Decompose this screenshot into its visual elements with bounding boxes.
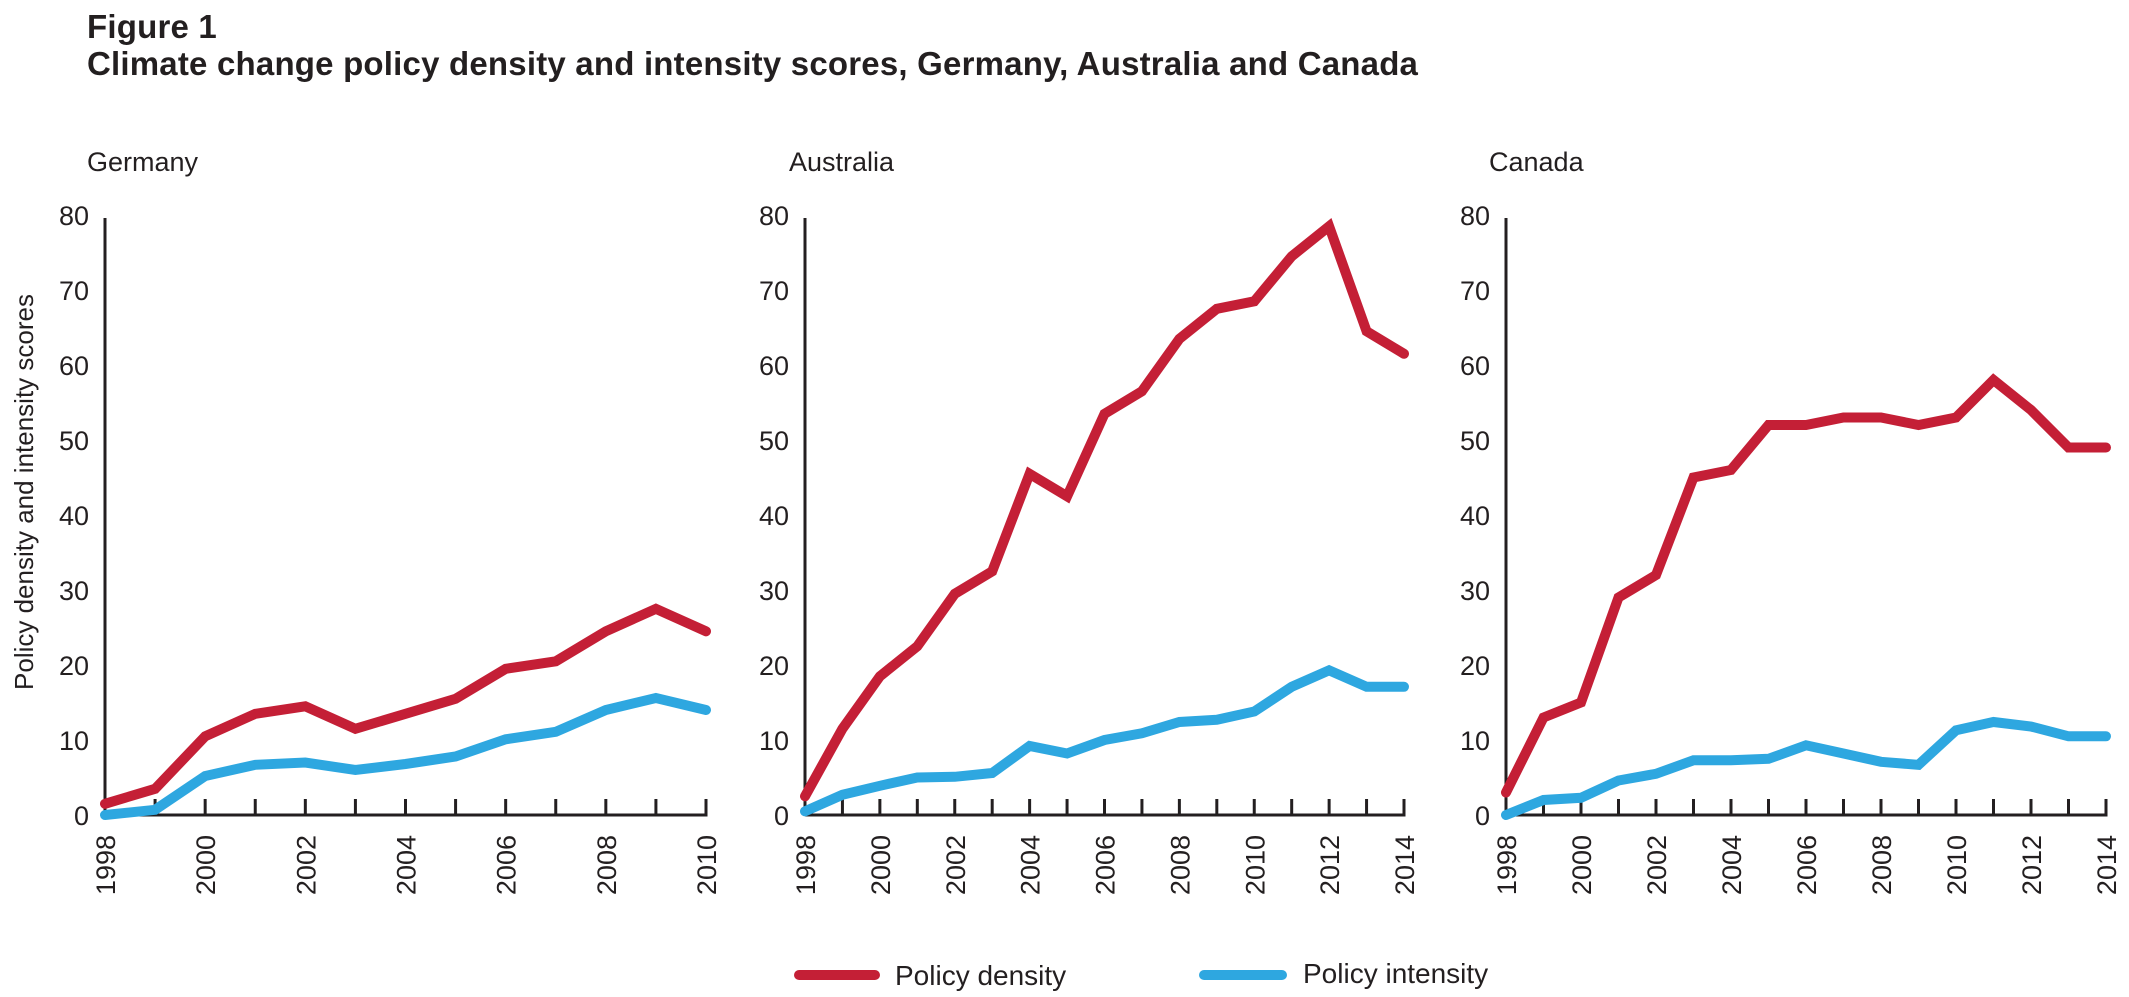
y-tick-label: 80 xyxy=(1460,201,1490,231)
y-tick-label: 50 xyxy=(1460,426,1490,456)
panel-title: Germany xyxy=(87,147,199,177)
x-tick-label: 2012 xyxy=(1315,835,1345,895)
y-tick-label: 20 xyxy=(59,651,89,681)
x-tick-label: 2014 xyxy=(1390,835,1420,895)
x-tick-label: 2002 xyxy=(1642,835,1672,895)
y-tick-label: 10 xyxy=(59,726,89,756)
y-tick-label: 0 xyxy=(74,801,89,831)
panel-germany: Germany 0 10 20 30 40 50 60 70 80 1998 2000 2002 2004… xyxy=(59,147,722,895)
series-line-policy-intensity xyxy=(800,664,1409,817)
x-tick-label: 2000 xyxy=(866,835,896,895)
x-tick-label: 2010 xyxy=(1240,835,1270,895)
y-tick-label: 40 xyxy=(1460,501,1490,531)
panel-canada: Canada 0 10 20 30 40 50 60 70 80 1998 2000 2002 2004 2… xyxy=(1460,147,2122,895)
y-tick-label: 80 xyxy=(759,201,789,231)
x-tick-label: 2008 xyxy=(1165,835,1195,895)
y-tick-label: 40 xyxy=(759,501,789,531)
figure-label: Figure 1 xyxy=(87,8,217,45)
y-tick-label: 50 xyxy=(759,426,789,456)
x-tick-label: 2010 xyxy=(1942,835,1972,895)
y-tick-label: 0 xyxy=(1475,801,1490,831)
y-tick-label: 80 xyxy=(59,201,89,231)
x-tick-label: 2004 xyxy=(1016,835,1046,895)
y-tick-label: 40 xyxy=(59,501,89,531)
figure-title: Climate change policy density and intens… xyxy=(87,45,1419,82)
y-tick-label: 50 xyxy=(59,426,89,456)
y-tick-label: 10 xyxy=(1460,726,1490,756)
y-tick-label: 20 xyxy=(759,651,789,681)
y-tick-label: 30 xyxy=(759,576,789,606)
y-tick-label: 70 xyxy=(59,276,89,306)
y-tick-label: 30 xyxy=(59,576,89,606)
y-tick-label: 30 xyxy=(1460,576,1490,606)
legend-label-density: Policy density xyxy=(895,960,1066,991)
series-line-policy-density xyxy=(1501,373,2111,798)
x-tick-label: 2006 xyxy=(1792,835,1822,895)
legend-label-intensity: Policy intensity xyxy=(1303,958,1488,989)
y-tick-label: 10 xyxy=(759,726,789,756)
x-tick-label: 2000 xyxy=(191,835,221,895)
y-axis-label: Policy density and intensity scores xyxy=(9,294,39,690)
x-tick-label: 2002 xyxy=(291,835,321,895)
x-tick-label: 2008 xyxy=(1867,835,1897,895)
x-tick-label: 1998 xyxy=(91,835,121,895)
y-tick-label: 20 xyxy=(1460,651,1490,681)
series-line-policy-density xyxy=(800,218,1409,802)
y-tick-label: 70 xyxy=(759,276,789,306)
y-tick-label: 60 xyxy=(1460,351,1490,381)
y-tick-label: 70 xyxy=(1460,276,1490,306)
x-tick-label: 2004 xyxy=(392,835,422,895)
y-tick-label: 60 xyxy=(759,351,789,381)
y-tick-label: 0 xyxy=(774,801,789,831)
panel-australia: Australia 0 10 20 30 40 50 60 70 80 1998 2000 2002 20… xyxy=(759,147,1420,895)
legend: Policy density Policy intensity xyxy=(794,958,1488,991)
y-tick-label: 60 xyxy=(59,351,89,381)
x-tick-label: 1998 xyxy=(791,835,821,895)
x-tick-label: 2008 xyxy=(592,835,622,895)
x-tick-label: 2012 xyxy=(2017,835,2047,895)
x-tick-label: 2006 xyxy=(492,835,522,895)
x-tick-label: 2000 xyxy=(1567,835,1597,895)
x-tick-label: 2004 xyxy=(1717,835,1747,895)
x-tick-label: 1998 xyxy=(1492,835,1522,895)
panel-title: Canada xyxy=(1489,147,1585,177)
panel-title: Australia xyxy=(789,147,895,177)
x-tick-label: 2006 xyxy=(1091,835,1121,895)
x-tick-label: 2014 xyxy=(2092,835,2122,895)
x-tick-label: 2002 xyxy=(941,835,971,895)
x-tick-label: 2010 xyxy=(692,835,722,895)
